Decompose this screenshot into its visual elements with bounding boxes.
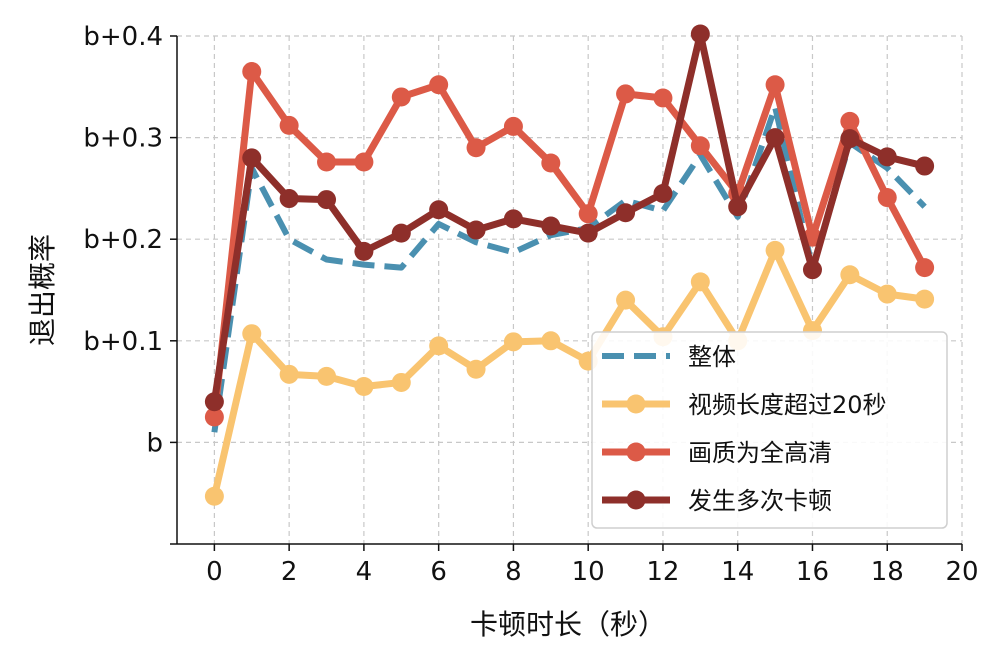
series-group (204, 24, 935, 412)
x-tick-label: 6 (430, 557, 447, 587)
data-point (578, 223, 598, 243)
x-tick-label: 0 (206, 557, 223, 587)
axes (176, 36, 962, 545)
grid (177, 35, 963, 544)
x-tick-label: 12 (646, 557, 679, 587)
y-tick-label: b+0.3 (83, 124, 163, 154)
legend-item: 画质为全高清 (602, 439, 832, 467)
legend-box (591, 331, 948, 529)
legend-marker (626, 442, 646, 462)
data-point (204, 392, 224, 412)
x-tick-label: 16 (796, 557, 829, 587)
x-tick-label: 14 (721, 557, 754, 587)
data-point (204, 407, 224, 427)
legend-label: 视频长度超过20秒 (688, 391, 887, 419)
data-point (840, 111, 860, 131)
data-point (354, 152, 374, 172)
x-tick-label: 10 (572, 557, 605, 587)
data-point (802, 260, 822, 280)
data-point (541, 153, 561, 173)
data-point (279, 115, 299, 135)
data-point (616, 84, 636, 104)
data-point (877, 147, 897, 167)
data-point (391, 87, 411, 107)
legend-item: 视频长度超过20秒 (602, 391, 887, 419)
data-point (915, 289, 935, 309)
legend-item: 整体 (602, 343, 736, 371)
data-point (840, 129, 860, 149)
legend-marker (626, 490, 646, 510)
y-axis-ticks: b b+0.1 b+0.2 b+0.3 b+0.4 (83, 22, 177, 545)
data-point (690, 272, 710, 292)
data-point (466, 220, 486, 240)
data-point (317, 366, 337, 386)
x-tick-label: 18 (871, 557, 904, 587)
data-point (915, 156, 935, 176)
data-point (616, 290, 636, 310)
data-point (317, 152, 337, 172)
data-point (765, 240, 785, 260)
data-point (354, 241, 374, 261)
y-tick-label: b+0.4 (83, 22, 163, 52)
data-point (765, 75, 785, 95)
x-tick-label: 8 (505, 557, 522, 587)
data-point (429, 75, 449, 95)
data-point (653, 88, 673, 108)
x-tick-label: 20 (945, 557, 978, 587)
data-point (466, 138, 486, 158)
y-tick-label: b (146, 428, 163, 458)
data-point (877, 284, 897, 304)
data-point (616, 203, 636, 223)
data-point (578, 204, 598, 224)
data-point (242, 62, 262, 82)
data-point (279, 189, 299, 209)
data-point (690, 24, 710, 44)
data-point (765, 128, 785, 148)
data-point (429, 336, 449, 356)
series-line (210, 30, 926, 403)
y-axis-label: 退出概率 (26, 234, 59, 346)
legend-marker (626, 394, 646, 414)
y-tick-label: b+0.1 (83, 327, 163, 357)
data-point (317, 190, 337, 210)
data-point (391, 223, 411, 243)
x-axis-label: 卡顿时长（秒） (470, 608, 666, 641)
data-point (728, 197, 748, 217)
data-point (429, 200, 449, 220)
data-point (503, 209, 523, 229)
data-point (503, 116, 523, 136)
data-point (354, 377, 374, 397)
x-tick-label: 4 (356, 557, 373, 587)
data-point (653, 183, 673, 203)
data-point (541, 331, 561, 351)
data-point (840, 265, 860, 285)
y-tick-label: b+0.2 (83, 225, 163, 255)
data-point (690, 136, 710, 156)
legend-label: 整体 (688, 343, 736, 371)
data-point (279, 364, 299, 384)
x-tick-label: 2 (281, 557, 298, 587)
data-point (541, 216, 561, 236)
data-point (204, 486, 224, 506)
legend-label: 画质为全高清 (688, 439, 832, 467)
data-point (877, 188, 897, 208)
data-point (466, 359, 486, 379)
data-point (503, 332, 523, 352)
legend-item: 发生多次卡顿 (602, 487, 832, 515)
data-point (915, 258, 935, 278)
data-point (242, 148, 262, 168)
x-axis-ticks: 0 2 4 6 8 10 12 14 16 18 20 (206, 544, 979, 587)
data-point (391, 372, 411, 392)
legend-label: 发生多次卡顿 (688, 487, 832, 515)
data-point (242, 324, 262, 344)
